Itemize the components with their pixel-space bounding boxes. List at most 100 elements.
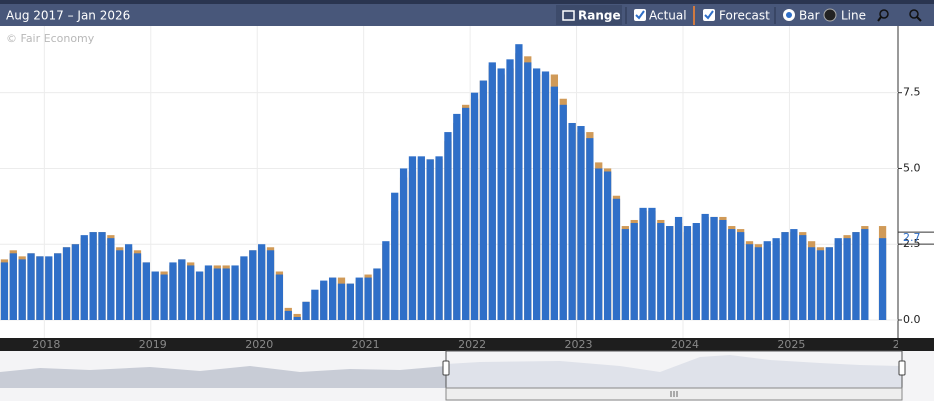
watermark: © Fair Economy [6,32,95,45]
bar [710,216,718,320]
bar [666,226,674,320]
bar [373,268,381,320]
zoom-handle [877,16,882,22]
bar [275,274,284,320]
bar [603,171,612,320]
bar [444,132,452,320]
forecast-toggle[interactable]: Forecast [719,9,770,23]
range-button[interactable]: Range [578,9,621,23]
bar [417,156,425,320]
bar [9,253,17,320]
x-tick-label: 2018 [32,338,60,351]
bar [843,238,851,320]
bar [45,256,53,320]
x-tick-label: 2026 [893,338,921,351]
zoom-handle [916,16,922,22]
bar [0,262,9,320]
bar [479,80,488,320]
current-marker-label: 2.7 [903,231,921,244]
navigator-area-selected [446,355,902,388]
bar [861,229,869,320]
bar [160,274,168,320]
bar [195,271,204,320]
bar [799,235,807,320]
actual-toggle[interactable]: Actual [649,9,687,23]
bar [630,223,638,320]
bar [80,235,88,320]
bar [346,283,354,320]
bar [533,68,541,321]
navigator-handle[interactable] [442,360,450,376]
y-tick-label: 7.5 [903,86,921,99]
bar [612,198,621,320]
check [704,10,714,20]
line-radio[interactable] [823,8,837,22]
line-option[interactable]: Line [841,9,866,23]
x-tick-label: 2025 [777,338,805,351]
bar [399,168,408,320]
x-tick-label: 2020 [245,338,273,351]
navigator-handle[interactable] [898,360,906,376]
bar [674,216,683,320]
zoom-in-icon[interactable] [879,9,889,19]
bar [36,256,44,320]
bar-option[interactable]: Bar [799,9,820,23]
bar [151,271,159,320]
bar [178,259,186,320]
bar [586,138,594,320]
y-tick-label: 0.0 [903,313,921,326]
bar [266,250,275,320]
bar [816,250,825,320]
bar [657,223,665,320]
bar [745,244,754,320]
bar [355,277,363,320]
bar [825,247,833,320]
bar [781,232,789,320]
toolbar [0,4,934,26]
bar [231,265,239,320]
bar [692,223,700,320]
bar [719,219,727,320]
x-tick-label: 2023 [565,338,593,351]
bar [27,253,35,320]
bar [62,247,71,320]
bar [541,71,550,320]
bar [559,104,567,320]
bar [187,265,195,320]
bar [284,310,292,320]
x-tick-label: 2019 [139,338,167,351]
bar [763,241,771,320]
bar [878,238,887,320]
bar [213,268,221,320]
bar [311,289,319,320]
bar [754,247,763,320]
bar [524,62,532,321]
bar [470,92,479,320]
scroll-grip [670,391,678,397]
bar [328,277,337,320]
bar [648,207,656,320]
bar [462,107,470,320]
y-tick-label: 5.0 [903,161,921,174]
bar [391,192,399,320]
bar [320,280,328,320]
bar [18,259,26,320]
bar [701,213,709,320]
check [635,10,645,20]
bar [116,250,124,320]
bar [550,86,559,320]
bar [169,262,177,320]
calendar-icon [562,10,575,21]
top-border [0,0,934,4]
zoom-out-icon[interactable] [909,9,919,19]
bar [382,241,390,320]
bar [98,232,106,320]
bar [577,126,585,320]
bar [488,62,496,321]
bar [807,247,816,320]
bar [737,232,745,320]
bars [0,44,887,321]
x-tick-label: 2022 [458,338,486,351]
bar [683,226,692,320]
